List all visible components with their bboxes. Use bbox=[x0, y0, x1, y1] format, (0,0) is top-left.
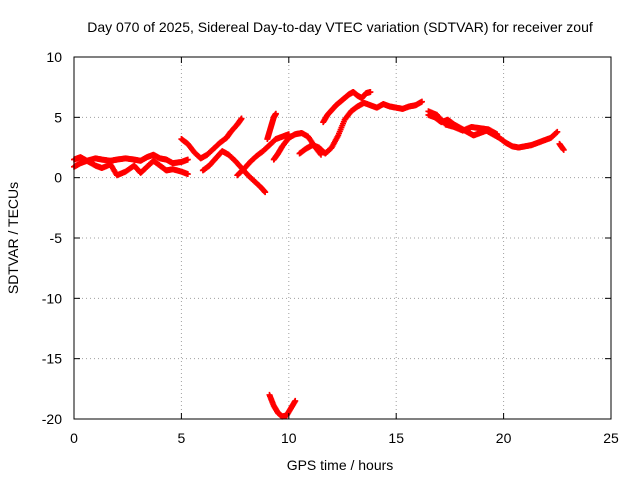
series-spike bbox=[264, 110, 279, 143]
y-tick-label: 5 bbox=[54, 109, 62, 125]
x-tick-label: 25 bbox=[603, 430, 619, 446]
data-point bbox=[292, 397, 299, 404]
x-tick-label: 15 bbox=[388, 430, 404, 446]
series-baseline-mid bbox=[71, 151, 191, 167]
chart-title: Day 070 of 2025, Sidereal Day-to-day VTE… bbox=[87, 19, 593, 35]
x-axis-label: GPS time / hours bbox=[287, 457, 394, 473]
data-points bbox=[71, 88, 567, 420]
y-tick-label: 0 bbox=[54, 170, 62, 186]
y-axis-label: SDTVAR / TECUs bbox=[5, 182, 21, 294]
data-point bbox=[560, 146, 567, 153]
data-point bbox=[238, 115, 245, 122]
series-baseline-low bbox=[71, 157, 191, 179]
y-tick-label: 10 bbox=[46, 49, 62, 65]
series-rise bbox=[296, 98, 425, 157]
data-point bbox=[494, 131, 501, 138]
data-point bbox=[184, 171, 191, 178]
series-tail bbox=[556, 140, 567, 153]
x-tick-label: 20 bbox=[496, 430, 512, 446]
y-tick-label: -5 bbox=[50, 230, 63, 246]
data-point bbox=[272, 110, 279, 117]
series-arc-2 bbox=[199, 148, 269, 196]
series-arc-3 bbox=[234, 131, 292, 179]
x-tick-label: 10 bbox=[281, 430, 297, 446]
data-point bbox=[418, 98, 425, 105]
grid bbox=[74, 57, 611, 419]
data-point bbox=[184, 156, 191, 163]
series-rise-upper bbox=[320, 88, 374, 126]
y-tick-label: -10 bbox=[42, 290, 62, 306]
axes: 0 5 10 15 20 25 -20 -15 -10 -5 0 5 10 bbox=[42, 49, 619, 446]
data-point bbox=[554, 128, 561, 135]
y-tick-label: -20 bbox=[42, 411, 62, 427]
series-arc-1 bbox=[178, 115, 245, 162]
x-tick-label: 5 bbox=[178, 430, 186, 446]
series-decay-upper bbox=[425, 108, 501, 138]
series-outlier-dip bbox=[266, 391, 299, 420]
data-point bbox=[367, 88, 374, 95]
y-tick-label: -15 bbox=[42, 351, 62, 367]
x-tick-label: 0 bbox=[70, 430, 78, 446]
data-point bbox=[262, 189, 269, 196]
